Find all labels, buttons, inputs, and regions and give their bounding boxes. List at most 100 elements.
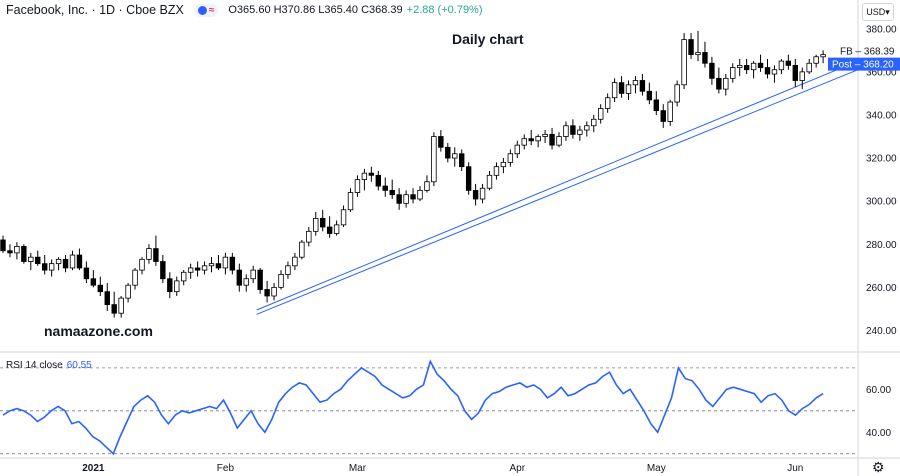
symbol-header: Facebook, Inc. · 1D · Cboe BZX ≈ O365.60… bbox=[6, 3, 483, 17]
candle-up bbox=[313, 217, 319, 232]
status-dot-icon bbox=[197, 5, 207, 15]
candle-up bbox=[542, 133, 548, 137]
candle-up bbox=[632, 80, 639, 86]
time-tick-label: Jun bbox=[787, 463, 803, 474]
candle-up bbox=[479, 187, 486, 200]
candle-up bbox=[403, 194, 409, 204]
rsi-legend-value: 60.55 bbox=[66, 360, 92, 371]
candle-up bbox=[799, 71, 805, 81]
candle-down bbox=[472, 189, 479, 200]
candle-up bbox=[306, 230, 312, 243]
candle-up bbox=[118, 297, 124, 314]
candle-up bbox=[174, 280, 180, 293]
candle-up bbox=[222, 256, 229, 269]
candle-down bbox=[236, 269, 242, 286]
candle-up bbox=[431, 136, 437, 183]
candle-up bbox=[500, 161, 507, 168]
candle-down bbox=[528, 138, 534, 142]
candle-down bbox=[167, 278, 173, 293]
candle-up bbox=[667, 101, 673, 122]
candle-down bbox=[194, 267, 201, 271]
candle-up bbox=[180, 271, 187, 282]
candle-down bbox=[757, 62, 764, 68]
candle-up bbox=[681, 39, 687, 86]
price-tick-label: 260.00 bbox=[866, 283, 897, 294]
candle-down bbox=[368, 172, 375, 176]
candle-up bbox=[737, 65, 743, 68]
candle-up bbox=[333, 224, 340, 234]
candle-down bbox=[653, 99, 659, 112]
candle-down bbox=[229, 256, 236, 271]
candle-down bbox=[660, 110, 666, 122]
rsi-tick-label: 60.00 bbox=[866, 385, 891, 396]
candle-down bbox=[646, 90, 653, 101]
candle-down bbox=[21, 246, 27, 262]
candle-down bbox=[97, 284, 103, 293]
candle-up bbox=[806, 62, 812, 73]
price-label-bg-post bbox=[828, 57, 900, 71]
candle-up bbox=[243, 278, 249, 286]
candle-down bbox=[153, 248, 159, 262]
candle-up bbox=[201, 265, 208, 271]
candle-up bbox=[521, 138, 527, 146]
candle-down bbox=[111, 304, 117, 314]
candle-up bbox=[28, 256, 34, 262]
gear-icon[interactable]: ⚙ bbox=[872, 459, 885, 475]
price-label-fb: FB – 368.39 bbox=[840, 47, 895, 58]
candle-up bbox=[285, 265, 291, 275]
trendline-lower bbox=[256, 69, 859, 315]
candle-up bbox=[535, 136, 541, 142]
candle-up bbox=[361, 172, 368, 181]
candle-up bbox=[591, 118, 597, 127]
candle-down bbox=[618, 82, 625, 94]
candle-up bbox=[48, 263, 55, 271]
price-label-post: Post – 368.20 bbox=[832, 60, 894, 71]
candle-down bbox=[319, 217, 326, 228]
candle-up bbox=[507, 153, 514, 163]
candle-up bbox=[187, 267, 194, 273]
candle-up bbox=[577, 129, 583, 135]
candle-up bbox=[611, 82, 618, 99]
market-status-icon[interactable]: ≈ bbox=[193, 3, 219, 17]
candle-up bbox=[598, 108, 604, 120]
candle-down bbox=[83, 267, 90, 280]
rsi-tick-label: 40.00 bbox=[866, 428, 891, 439]
currency-label: USD bbox=[866, 7, 886, 17]
candle-up bbox=[340, 209, 347, 226]
watermark-text: namaazone.com bbox=[44, 323, 153, 339]
candle-up bbox=[771, 69, 778, 75]
candle-up bbox=[278, 274, 284, 288]
candle-up bbox=[271, 286, 277, 297]
candle-down bbox=[792, 65, 798, 81]
price-tick-label: 320.00 bbox=[866, 154, 897, 165]
candle-down bbox=[7, 250, 13, 254]
candle-up bbox=[493, 166, 500, 176]
symbol-title[interactable]: Facebook, Inc. · 1D · Cboe BZX bbox=[6, 3, 184, 17]
trendline-upper bbox=[256, 60, 859, 311]
candle-down bbox=[709, 62, 715, 79]
candle-up bbox=[604, 97, 611, 109]
candle-down bbox=[215, 263, 222, 269]
candle-up bbox=[139, 258, 145, 271]
candle-up bbox=[730, 67, 736, 79]
candles-group bbox=[0, 30, 826, 318]
candle-up bbox=[292, 256, 298, 267]
rsi-line bbox=[2, 359, 824, 456]
candle-down bbox=[90, 278, 97, 286]
rsi-legend[interactable]: RSI 14 close 60.55 bbox=[6, 360, 92, 371]
candle-up bbox=[299, 241, 305, 258]
candle-down bbox=[570, 125, 576, 135]
candle-down bbox=[785, 60, 792, 66]
candle-up bbox=[125, 284, 131, 299]
candle-up bbox=[69, 254, 76, 269]
candle-down bbox=[458, 153, 465, 168]
price-change: +2.88 (+0.79%) bbox=[406, 4, 483, 16]
price-tick-label: 300.00 bbox=[866, 197, 897, 208]
candle-up bbox=[584, 125, 590, 131]
candle-up bbox=[250, 269, 256, 280]
currency-button[interactable]: USD ▾ bbox=[862, 3, 894, 21]
price-tick-label: 280.00 bbox=[866, 240, 897, 251]
candle-down bbox=[743, 65, 750, 71]
price-tick-label: 360.00 bbox=[866, 67, 897, 78]
candle-down bbox=[716, 77, 722, 90]
